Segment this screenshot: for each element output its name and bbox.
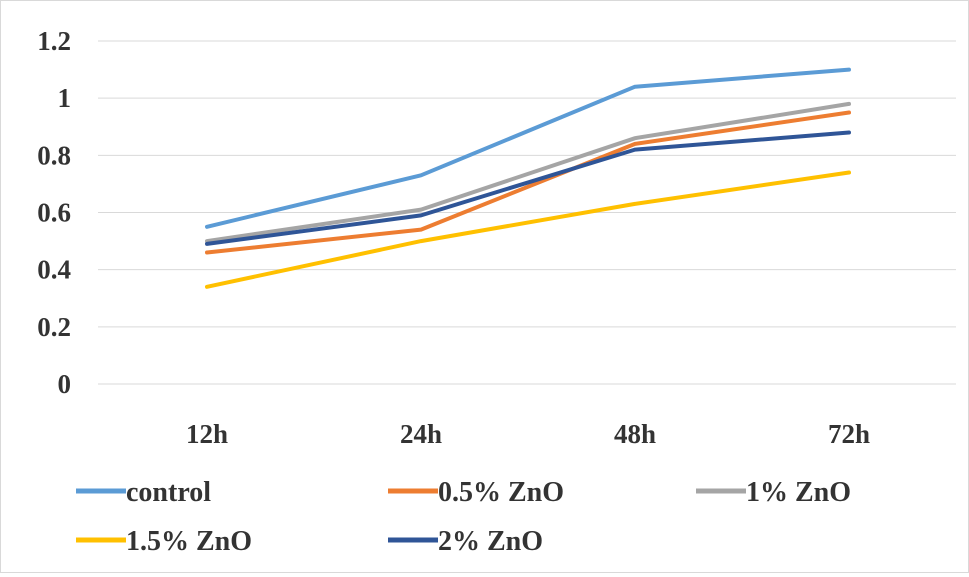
series-line-3	[205, 170, 851, 289]
legend-label: 1.5% ZnO	[126, 526, 252, 557]
y-tick-label: 0.8	[37, 140, 71, 170]
legend-item-2: 1% ZnO	[696, 477, 851, 508]
series-line-1	[205, 110, 851, 255]
y-tick-label: 0	[58, 369, 72, 399]
series-line-4	[205, 130, 851, 246]
gridlines	[98, 40, 956, 385]
y-axis: 0 0.2 0.4 0.6 0.8 1 1.2	[37, 26, 71, 399]
legend-item-4: 2% ZnO	[388, 526, 543, 557]
y-tick-label: 1.2	[37, 26, 71, 56]
y-tick-label: 1	[58, 83, 72, 113]
y-tick-label: 0.6	[37, 198, 71, 228]
series-line-2	[205, 101, 851, 244]
legend-item-1: 0.5% ZnO	[388, 477, 564, 508]
legend-label: control	[126, 477, 211, 508]
x-tick-label: 24h	[400, 419, 442, 449]
x-tick-label: 12h	[186, 419, 228, 449]
legend: control 0.5% ZnO 1% ZnO 1.5% ZnO 2% ZnO	[76, 477, 851, 557]
x-tick-label: 48h	[614, 419, 656, 449]
legend-item-0: control	[76, 477, 211, 508]
legend-label: 0.5% ZnO	[438, 477, 564, 508]
series-line-0	[205, 67, 851, 229]
y-tick-label: 0.4	[37, 255, 71, 285]
legend-item-3: 1.5% ZnO	[76, 526, 252, 557]
x-tick-label: 72h	[828, 419, 870, 449]
x-axis: 12h 24h 48h 72h	[186, 419, 870, 449]
y-tick-label: 0.2	[37, 312, 71, 342]
plot-area	[205, 67, 851, 289]
legend-label: 2% ZnO	[438, 526, 543, 557]
legend-label: 1% ZnO	[746, 477, 851, 508]
